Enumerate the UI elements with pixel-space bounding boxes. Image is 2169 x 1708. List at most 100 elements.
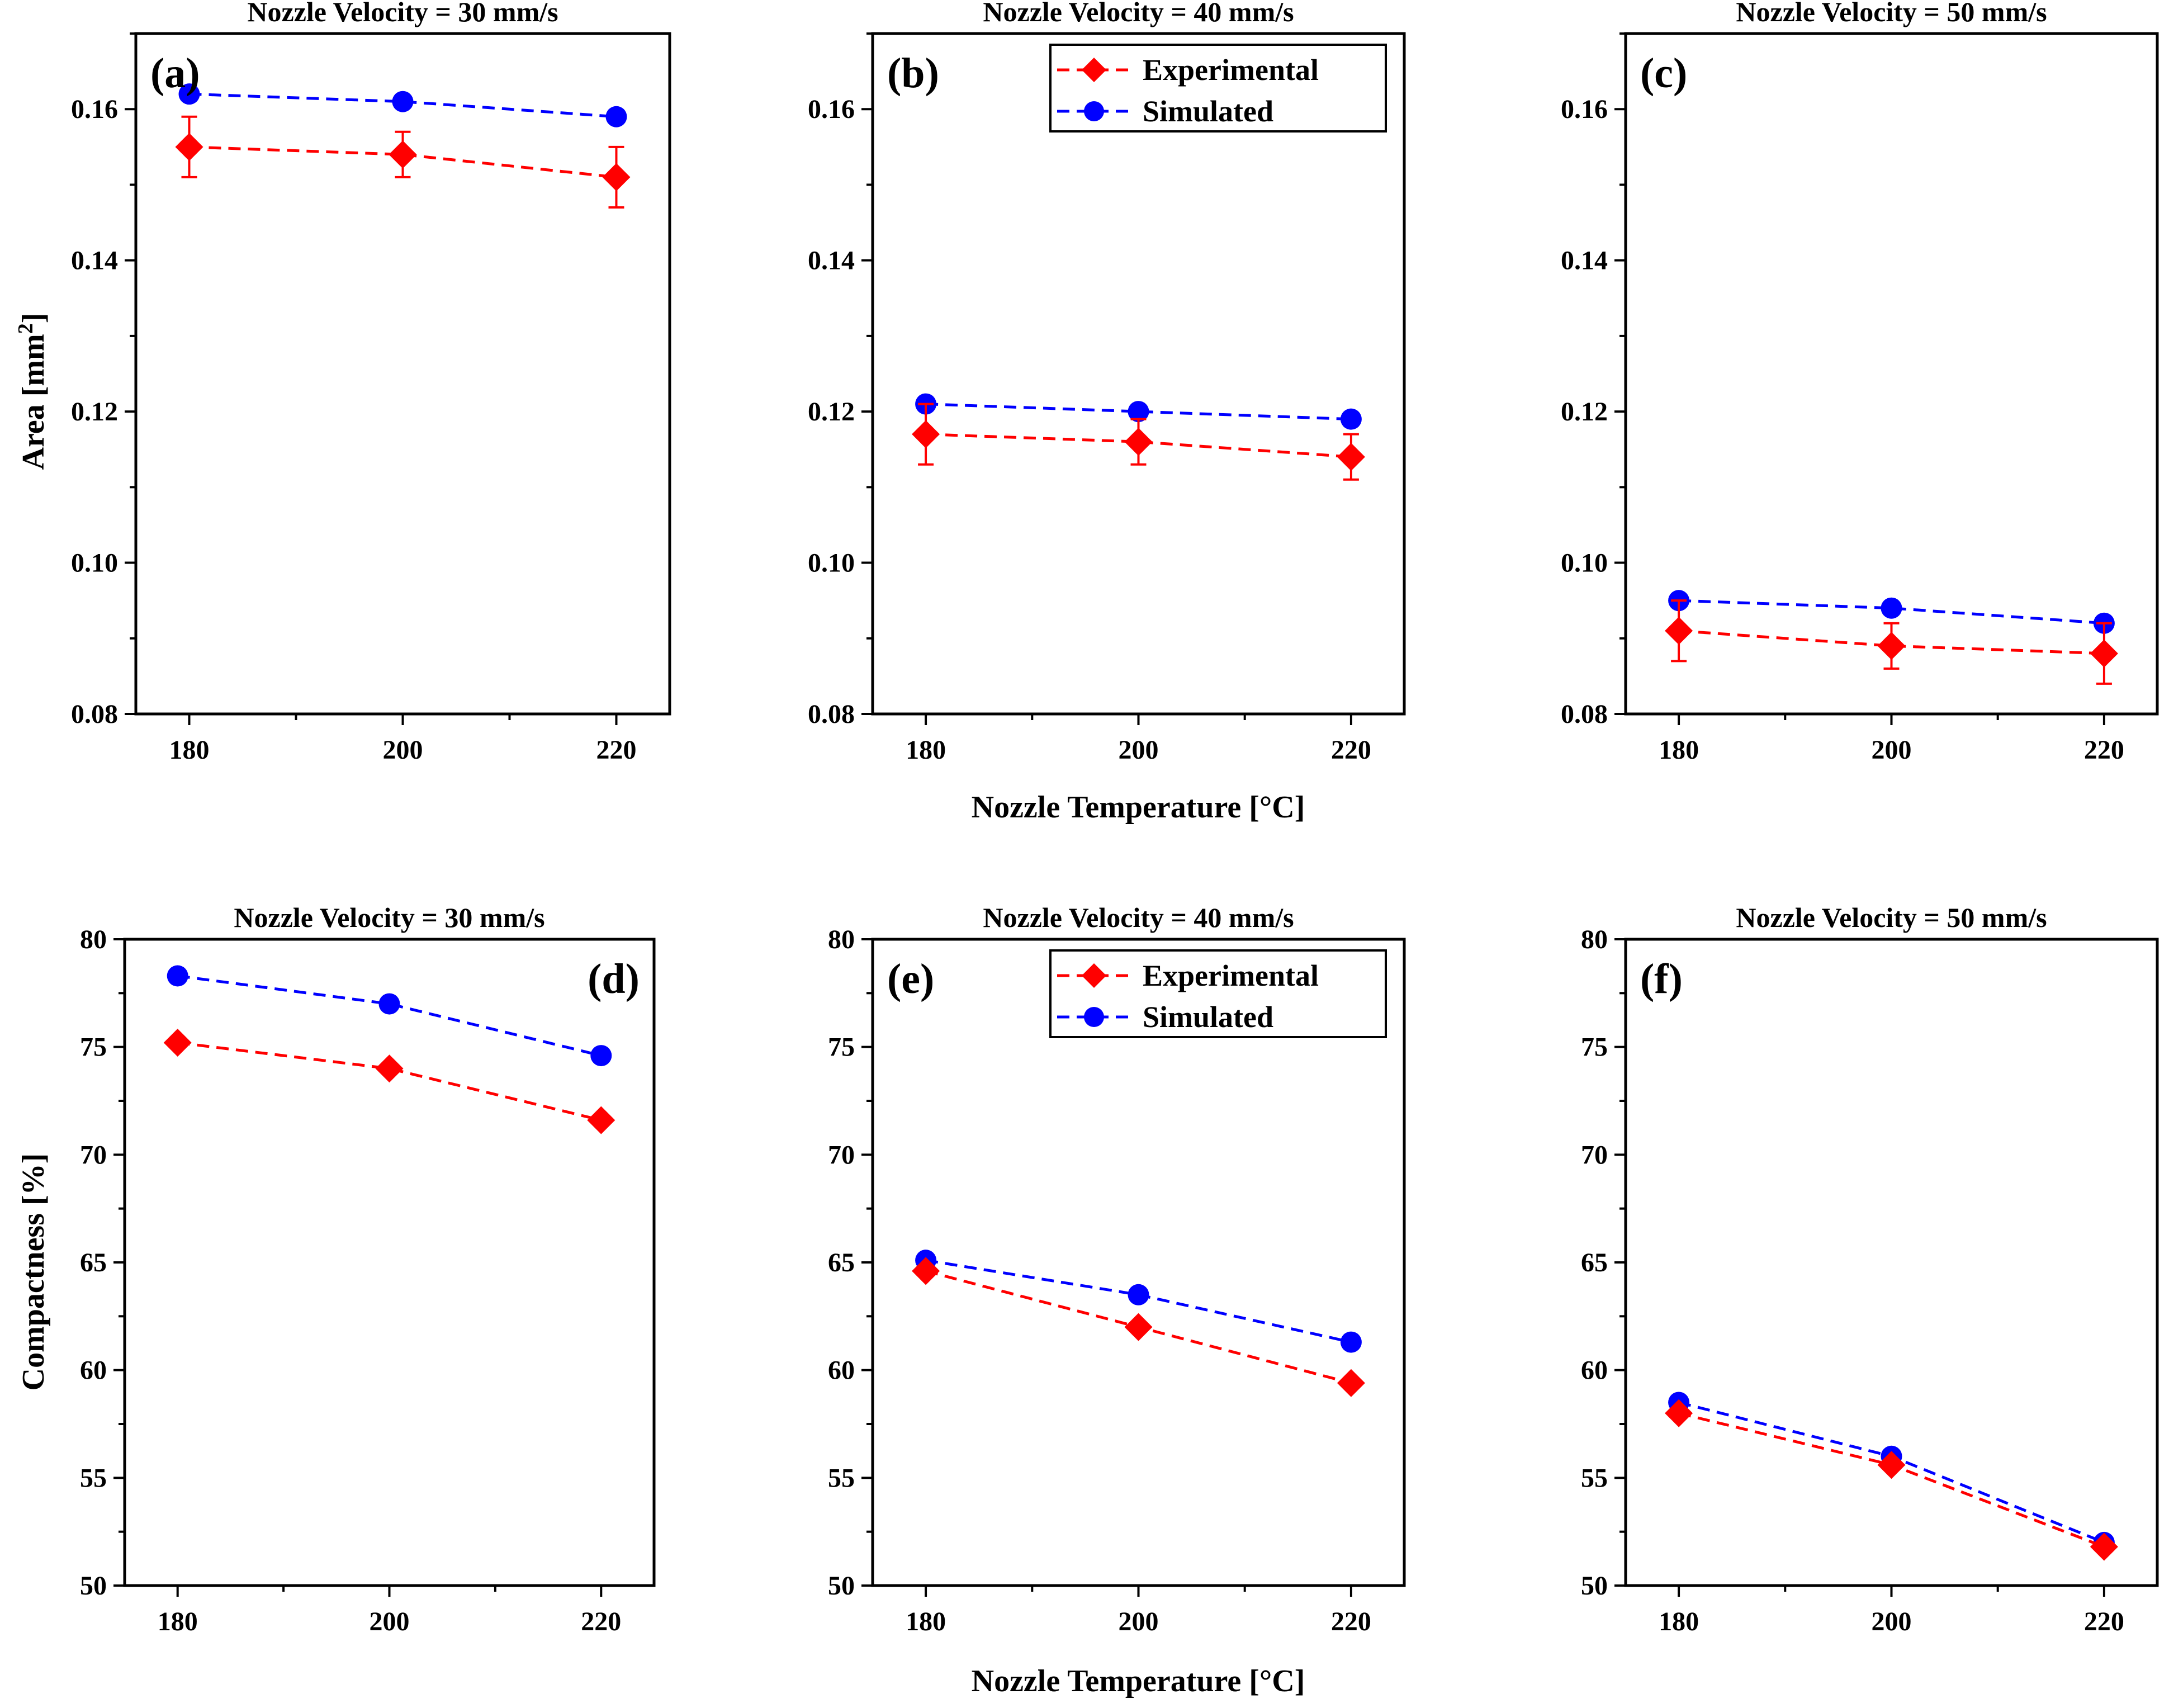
- x-tick-label: 220: [2084, 1607, 2124, 1636]
- y-tick-label: 70: [1581, 1140, 1608, 1170]
- x-tick-label: 220: [1331, 1607, 1371, 1636]
- x-tick-label: 220: [596, 735, 637, 765]
- plot-frame: [123, 938, 656, 1587]
- y-tick-label: 80: [828, 925, 855, 954]
- x-tick-label: 200: [370, 1607, 410, 1636]
- x-tick-label: 180: [158, 1607, 198, 1636]
- x-tick-label: 200: [1872, 1607, 1912, 1636]
- y-tick-label: 65: [1581, 1248, 1608, 1278]
- simulated-series-line: [1679, 599, 2105, 625]
- experimental-point: [1337, 1369, 1365, 1397]
- x-tick-label: 180: [1659, 735, 1699, 765]
- legend-label: Experimental: [1143, 53, 1319, 87]
- ylabel-area-main: Area [mm: [16, 334, 51, 470]
- y-tick-label: 75: [828, 1033, 855, 1062]
- panel-title: Nozzle Velocity = 50 mm/s: [1736, 902, 2047, 933]
- y-tick-label: 0.12: [808, 397, 855, 427]
- ylabel-compactness: Compactness [%]: [16, 1153, 51, 1391]
- experimental-point: [1124, 428, 1153, 456]
- y-tick-label: 0.12: [71, 397, 118, 427]
- y-tick-label: 60: [1581, 1356, 1608, 1385]
- experimental-point: [2090, 639, 2118, 668]
- y-tick-label: 50: [1581, 1571, 1608, 1601]
- simulated-point: [1881, 597, 1902, 619]
- x-tick-label: 180: [906, 1607, 946, 1636]
- experimental-point: [1877, 1451, 1906, 1479]
- simulated-series-line: [177, 974, 602, 1057]
- panel-label: (d): [588, 955, 640, 1002]
- y-tick-label: 50: [80, 1571, 107, 1601]
- y-tick-label: 55: [80, 1463, 107, 1493]
- experimental-series-line: [1678, 629, 2104, 655]
- simulated-point: [1340, 1331, 1362, 1353]
- y-tick-label: 55: [828, 1463, 855, 1493]
- simulated-point: [392, 91, 414, 112]
- y-tick-label: 70: [80, 1140, 107, 1170]
- y-tick-label: 60: [828, 1356, 855, 1385]
- y-tick-label: 55: [1581, 1463, 1608, 1493]
- chart-panel-1: Nozzle Velocity = 30 mm/s 0.08 0.10 0.12 0.1…: [71, 0, 671, 765]
- x-tick-label: 180: [906, 735, 946, 765]
- legend-box: [1049, 44, 1387, 133]
- panel-title: Nozzle Velocity = 40 mm/s: [983, 0, 1294, 27]
- y-tick-label: 0.16: [1561, 94, 1608, 124]
- panels: Nozzle Velocity = 30 mm/s 0.08 0.10 0.12 0.1…: [71, 0, 2159, 1636]
- y-tick-label: 0.10: [71, 548, 118, 578]
- experimental-point: [2090, 1532, 2118, 1561]
- x-tick-label: 180: [1659, 1607, 1699, 1636]
- experimental-point: [163, 1028, 192, 1057]
- shared-xlabel-top: Nozzle Temperature [°C]: [972, 790, 1305, 825]
- experimental-point: [1337, 443, 1365, 471]
- y-tick-label: 65: [828, 1248, 855, 1278]
- panel-label: (f): [1640, 955, 1683, 1002]
- x-tick-label: 200: [1119, 1607, 1159, 1636]
- y-tick-label: 50: [828, 1571, 855, 1601]
- y-tick-label: 75: [1581, 1033, 1608, 1062]
- simulated-point: [1340, 408, 1362, 430]
- y-tick-label: 0.16: [808, 94, 855, 124]
- experimental-series-line: [177, 1041, 602, 1122]
- legend-simulated-marker: [1084, 1007, 1104, 1027]
- experimental-point: [375, 1054, 404, 1083]
- x-tick-label: 220: [1331, 735, 1371, 765]
- legend-experimental-marker: [1082, 58, 1106, 82]
- x-tick-label: 220: [581, 1607, 621, 1636]
- experimental-point: [587, 1106, 615, 1134]
- y-tick-label: 0.14: [1561, 246, 1608, 276]
- experimental-point: [1665, 617, 1693, 645]
- simulated-series-line: [189, 92, 617, 119]
- y-tick-label: 0.10: [1561, 548, 1608, 578]
- x-tick-label: 180: [169, 735, 210, 765]
- simulated-point: [167, 965, 188, 987]
- experimental-point: [602, 163, 631, 191]
- legend-simulated-marker: [1084, 101, 1104, 121]
- experimental-series-line: [926, 433, 1352, 458]
- experimental-point: [912, 420, 940, 448]
- chart-panel-2: Nozzle Velocity = 40 mm/s 0.08 0.10 0.12 0.1…: [808, 0, 1406, 765]
- y-tick-label: 75: [80, 1033, 107, 1062]
- y-tick-label: 70: [828, 1140, 855, 1170]
- panel-label: (e): [887, 955, 934, 1002]
- legend-label: Experimental: [1143, 959, 1319, 992]
- y-tick-label: 0.08: [808, 699, 855, 729]
- y-tick-label: 80: [80, 925, 107, 954]
- experimental-point: [1877, 632, 1906, 660]
- panel-title: Nozzle Velocity = 40 mm/s: [983, 902, 1294, 933]
- panel-label: (a): [150, 50, 200, 97]
- y-tick-label: 0.14: [71, 246, 118, 276]
- panel-title: Nozzle Velocity = 30 mm/s: [247, 0, 558, 27]
- y-tick-label: 0.08: [71, 699, 118, 729]
- y-tick-label: 65: [80, 1248, 107, 1278]
- y-tick-label: 60: [80, 1356, 107, 1385]
- ylabel-area: Area [mm2]: [14, 313, 51, 470]
- experimental-point: [912, 1257, 940, 1285]
- chart-panel-6: Nozzle Velocity = 50 mm/s 50 55 60 65 70 75 80 1…: [1581, 902, 2159, 1636]
- legend-label: Simulated: [1143, 1000, 1273, 1034]
- simulated-point: [1128, 401, 1149, 423]
- y-tick-label: 0.12: [1561, 397, 1608, 427]
- y-tick-label: 0.14: [808, 246, 855, 276]
- chart-panel-5: Nozzle Velocity = 40 mm/s 50 55 60 65 70 75 80 1…: [828, 902, 1406, 1636]
- y-tick-label: 0.10: [808, 548, 855, 578]
- x-tick-label: 200: [383, 735, 423, 765]
